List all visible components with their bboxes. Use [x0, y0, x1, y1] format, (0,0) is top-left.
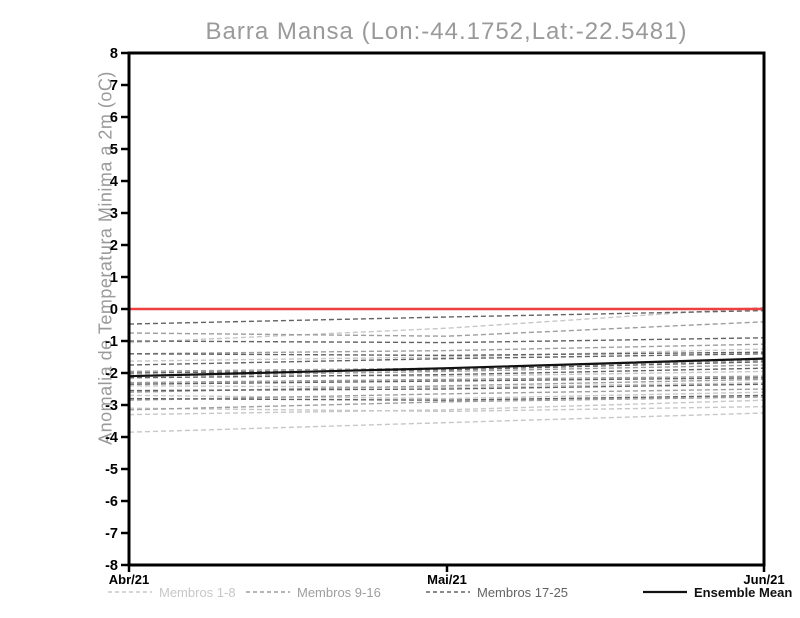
member-line	[128, 337, 765, 344]
y-tick-label: -7	[105, 526, 118, 542]
y-tick-label: 6	[110, 110, 118, 126]
dashed-line-sample-icon	[108, 591, 152, 593]
y-tick-label: 2	[110, 238, 118, 254]
legend-item-membros-17-25: Membros 17-25	[426, 584, 568, 600]
legend-item-membros-9-16: Membros 9-16	[246, 584, 381, 600]
member-line	[128, 396, 765, 411]
y-tick-label: 4	[110, 174, 118, 190]
y-tick-label: 5	[110, 142, 118, 158]
member-line	[128, 309, 765, 325]
y-tick-label: -5	[105, 462, 118, 478]
member-line	[128, 306, 765, 344]
y-tick-label: -8	[105, 558, 118, 574]
y-tick-label: -2	[105, 366, 118, 382]
member-line	[128, 377, 765, 385]
axis-box	[127, 51, 766, 567]
member-line	[128, 361, 765, 374]
member-line	[128, 399, 765, 416]
legend-label: Membros 9-16	[297, 584, 381, 600]
legend: Membros 1-8 Membros 9-16 Membros 17-25 E…	[0, 584, 800, 604]
y-tick-label: -3	[105, 398, 118, 414]
y-tick-label: 8	[110, 46, 118, 62]
member-line	[128, 391, 765, 400]
chart-title: Barra Mansa (Lon:-44.1752,Lat:-22.5481)	[205, 18, 688, 45]
member-line	[128, 394, 765, 401]
y-tick-label: 7	[110, 78, 118, 94]
member-line	[128, 405, 765, 413]
y-tick-label: 1	[110, 270, 118, 286]
member-line	[128, 412, 765, 433]
member-line	[128, 321, 765, 337]
y-tick-label: -1	[105, 334, 118, 350]
member-line	[128, 351, 765, 357]
legend-label: Membros 1-8	[159, 584, 236, 600]
y-tick-label: -6	[105, 494, 118, 510]
x-tick-label: Jun/21	[743, 572, 784, 587]
dashed-line-sample-icon	[246, 591, 290, 593]
y-tick-label: -4	[105, 430, 118, 446]
y-tick-label: 3	[110, 206, 118, 222]
member-line	[128, 383, 765, 392]
y-tick-label: 0	[110, 302, 118, 318]
member-line	[128, 348, 765, 362]
member-line	[128, 353, 765, 366]
legend-item-ensemble-mean: Ensemble Mean	[643, 584, 792, 600]
dashed-line-sample-icon	[426, 591, 470, 593]
legend-label: Membros 17-25	[477, 584, 569, 600]
solid-line-sample-icon	[643, 590, 687, 594]
member-line	[128, 343, 765, 355]
member-line	[128, 375, 765, 384]
x-tick-label: Abr/21	[109, 572, 149, 587]
member-line	[128, 381, 765, 389]
legend-item-membros-1-8: Membros 1-8	[108, 584, 236, 600]
legend-label: Ensemble Mean	[694, 584, 793, 600]
x-tick-label: Mai/21	[427, 572, 467, 587]
ensemble-mean-line	[128, 357, 765, 378]
member-line	[128, 388, 765, 401]
member-line	[128, 367, 765, 379]
